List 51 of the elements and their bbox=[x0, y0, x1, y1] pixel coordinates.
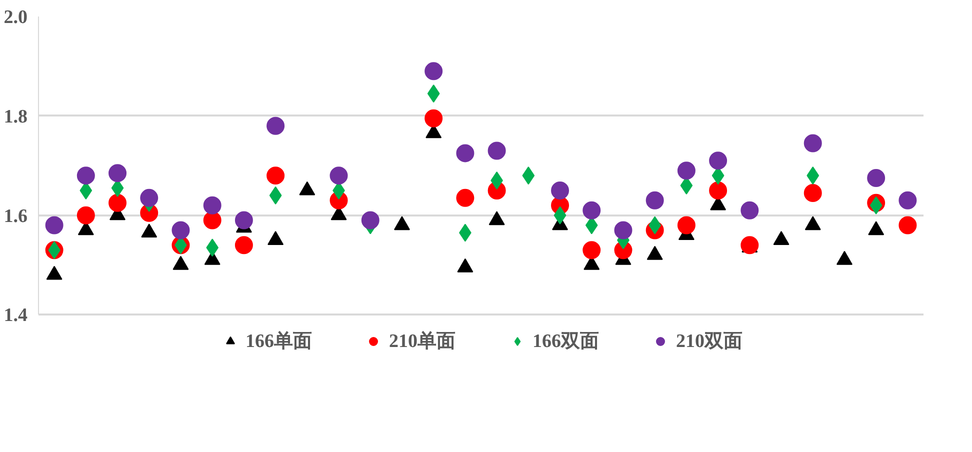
point bbox=[45, 216, 64, 234]
point bbox=[804, 134, 822, 152]
point bbox=[648, 216, 662, 234]
point bbox=[266, 166, 285, 185]
point bbox=[108, 164, 127, 182]
y-tick-label: 2.0 bbox=[4, 7, 28, 28]
point bbox=[206, 238, 219, 257]
point bbox=[234, 236, 253, 254]
y-tick-label: 1.6 bbox=[4, 206, 28, 227]
point bbox=[269, 186, 282, 204]
point bbox=[203, 211, 222, 230]
point bbox=[806, 166, 820, 185]
point bbox=[551, 181, 570, 200]
point bbox=[140, 188, 158, 207]
legend-label: 210单面 bbox=[389, 330, 456, 354]
point bbox=[709, 152, 728, 170]
point bbox=[870, 196, 882, 214]
point bbox=[867, 169, 886, 188]
point bbox=[330, 166, 348, 185]
point bbox=[424, 109, 443, 128]
y-tick-label: 1.8 bbox=[4, 106, 28, 128]
point bbox=[582, 241, 601, 260]
point bbox=[456, 188, 474, 207]
point bbox=[582, 201, 601, 220]
point bbox=[234, 211, 253, 230]
point bbox=[522, 166, 535, 185]
legend-label: 166单面 bbox=[246, 330, 312, 354]
point bbox=[677, 162, 696, 180]
point bbox=[898, 191, 917, 210]
legend-label: 210双面 bbox=[676, 330, 742, 354]
point bbox=[488, 142, 506, 160]
point bbox=[266, 116, 285, 135]
y-tick-label: 1.4 bbox=[4, 305, 28, 326]
point bbox=[709, 181, 728, 200]
point bbox=[614, 221, 632, 240]
point bbox=[554, 206, 566, 224]
point bbox=[677, 216, 696, 234]
point bbox=[172, 221, 190, 240]
point bbox=[646, 191, 664, 210]
point bbox=[76, 166, 95, 185]
point bbox=[427, 84, 440, 103]
point bbox=[804, 184, 822, 202]
point bbox=[203, 196, 222, 214]
point bbox=[108, 194, 127, 212]
point bbox=[424, 62, 443, 80]
point bbox=[898, 216, 917, 234]
point bbox=[456, 144, 474, 162]
point bbox=[76, 206, 95, 224]
point bbox=[740, 201, 759, 220]
legend-label: 166双面 bbox=[532, 330, 599, 354]
point bbox=[361, 211, 380, 230]
